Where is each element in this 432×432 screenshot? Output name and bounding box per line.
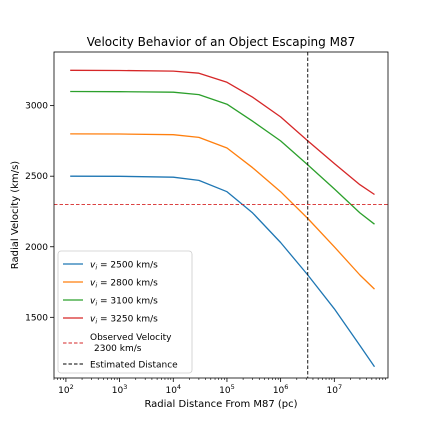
axes-frame xyxy=(53,51,389,379)
plot-area xyxy=(54,52,388,378)
chart-title: Velocity Behavior of an Object Escaping … xyxy=(87,35,355,49)
series-line-2 xyxy=(70,133,375,290)
y-tick-label: 2000 xyxy=(25,243,48,253)
legend-label: vi = 3250 km/s xyxy=(90,315,158,326)
series-line-4 xyxy=(70,69,375,196)
legend-label: vi = 2800 km/s xyxy=(90,279,158,290)
y-tick-label: 1500 xyxy=(25,313,48,323)
x-tick-label: 106 xyxy=(273,383,289,396)
x-tick-label: 102 xyxy=(58,383,74,396)
x-axis: 102 103 104 105 106 107 xyxy=(53,378,386,396)
x-tick-label: 107 xyxy=(327,383,343,396)
legend-label: Estimated Distance xyxy=(90,361,178,371)
y-axis-label: Radial Velocity (km/s) xyxy=(10,161,21,269)
legend-label: Observed Velocity xyxy=(90,333,172,343)
legend-label: vi = 2500 km/s xyxy=(90,261,158,272)
x-tick-label: 104 xyxy=(165,383,181,396)
legend-box xyxy=(57,250,193,374)
y-axis: 1500 2000 2500 3000 xyxy=(25,102,54,323)
x-axis-label: Radial Distance From M87 (pc) xyxy=(144,399,297,410)
y-tick-label: 2500 xyxy=(25,172,48,182)
y-tick-label: 3000 xyxy=(25,102,48,112)
x-tick-label: 103 xyxy=(112,383,128,396)
x-tick-label: 105 xyxy=(219,383,235,396)
legend-label: vi = 3100 km/s xyxy=(90,297,158,308)
legend: vi = 2500 km/s vi = 2800 km/s vi = 3100 km… xyxy=(57,250,193,374)
series-line-3 xyxy=(70,90,375,225)
series-line-1 xyxy=(70,175,376,368)
legend-label: 2300 km/s xyxy=(94,344,142,354)
